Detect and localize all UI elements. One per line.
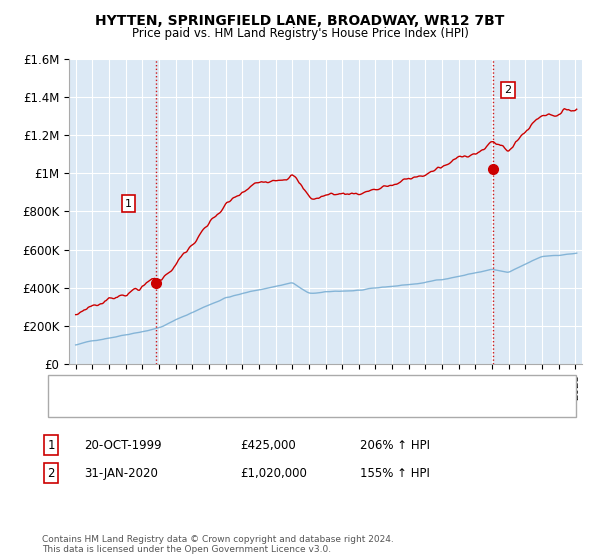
Text: 206% ↑ HPI: 206% ↑ HPI [360, 438, 430, 452]
Text: 1: 1 [47, 438, 55, 452]
Text: £425,000: £425,000 [240, 438, 296, 452]
Text: Price paid vs. HM Land Registry's House Price Index (HPI): Price paid vs. HM Land Registry's House … [131, 27, 469, 40]
Text: 155% ↑ HPI: 155% ↑ HPI [360, 466, 430, 480]
Text: HPI: Average price, detached house, Wychavon: HPI: Average price, detached house, Wych… [105, 400, 352, 410]
Text: HYTTEN, SPRINGFIELD LANE, BROADWAY, WR12 7BT: HYTTEN, SPRINGFIELD LANE, BROADWAY, WR12… [95, 14, 505, 28]
Text: £1,020,000: £1,020,000 [240, 466, 307, 480]
Text: 2: 2 [47, 466, 55, 480]
Text: 31-JAN-2020: 31-JAN-2020 [84, 466, 158, 480]
Text: 20-OCT-1999: 20-OCT-1999 [84, 438, 161, 452]
Text: HYTTEN, SPRINGFIELD LANE, BROADWAY, WR12 7BT (detached house): HYTTEN, SPRINGFIELD LANE, BROADWAY, WR12… [105, 382, 473, 392]
Text: Contains HM Land Registry data © Crown copyright and database right 2024.
This d: Contains HM Land Registry data © Crown c… [42, 535, 394, 554]
Text: 1: 1 [125, 199, 132, 208]
Text: 2: 2 [505, 85, 512, 95]
